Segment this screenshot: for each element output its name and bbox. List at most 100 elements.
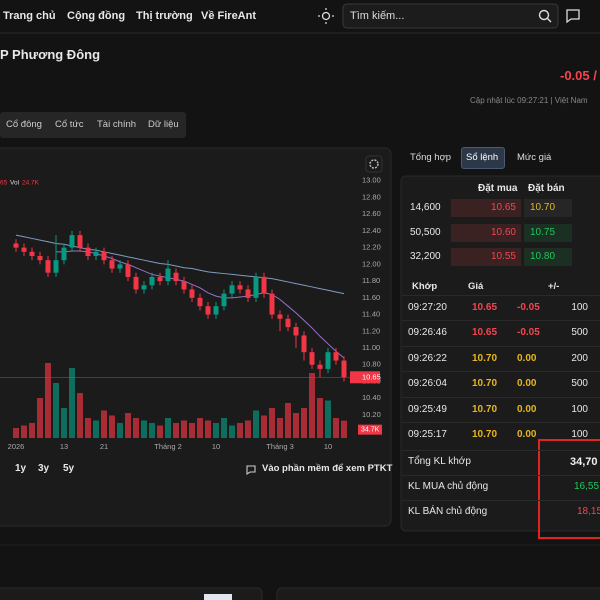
volume-bar <box>317 398 323 438</box>
book-header: Đặt bán <box>528 183 565 194</box>
message-icon[interactable] <box>566 9 580 24</box>
trade-price: 10.70 <box>472 378 498 390</box>
trade-volume: 200 <box>571 352 588 364</box>
bid-price: 10.60 <box>490 226 516 238</box>
row-separator <box>402 396 600 398</box>
volume-bar <box>189 423 195 438</box>
candle-body <box>269 293 275 315</box>
bottom-button <box>204 594 232 600</box>
candle-body <box>245 289 251 298</box>
candle-body <box>21 247 27 252</box>
candle-body <box>213 306 219 315</box>
volume-bar <box>165 418 171 438</box>
stock-title: P Phương Đông <box>0 47 101 62</box>
candle-body <box>69 235 75 248</box>
tab[interactable]: Dữ liệu <box>148 119 179 130</box>
nav-item[interactable]: Về FireAnt <box>201 10 257 22</box>
volume-bar <box>141 420 147 438</box>
ptkt-link[interactable]: Vào phần mềm để xem PTKT <box>262 463 393 474</box>
candle-body <box>205 306 211 315</box>
volume-bar <box>333 418 339 438</box>
y-tick-label: 12.60 <box>362 209 381 218</box>
search-box[interactable] <box>342 3 559 29</box>
volume-bar <box>285 403 291 438</box>
range-button[interactable]: 1y <box>15 463 27 474</box>
candle-body <box>165 268 171 282</box>
y-tick-label: 11.20 <box>362 326 380 335</box>
nav-item[interactable]: Thị trường <box>136 10 193 22</box>
trade-volume: 500 <box>571 327 588 339</box>
trade-volume: 100 <box>571 302 588 313</box>
bid-price: 10.65 <box>490 202 516 213</box>
candle-body <box>277 314 283 319</box>
candle-body <box>325 352 331 369</box>
candle-body <box>301 335 307 353</box>
order-panel <box>400 175 600 532</box>
volume-bar <box>101 410 107 438</box>
volume-bar <box>13 428 19 438</box>
candle-body <box>45 260 51 273</box>
trade-price: 10.70 <box>472 429 498 440</box>
candle-body <box>109 260 115 269</box>
trade-price: 10.65 <box>472 302 498 313</box>
bottom-panel-right <box>276 587 600 600</box>
order-tab[interactable]: Sổ lệnh <box>466 152 499 163</box>
bid-price: 10.55 <box>490 251 516 262</box>
candle-body <box>285 318 291 328</box>
range-button[interactable]: 5y <box>63 463 75 474</box>
row-separator <box>402 422 600 423</box>
candle-body <box>101 251 107 261</box>
nav-item[interactable]: Trang chủ <box>3 10 56 22</box>
summary-value: 18,15 <box>577 506 600 517</box>
volume-tag: 34.7K <box>361 426 380 433</box>
y-tick-label: 10.40 <box>362 393 381 402</box>
volume-bar <box>221 418 227 438</box>
volume-bar <box>109 415 115 438</box>
y-tick-label: 12.40 <box>362 226 381 235</box>
candle-body <box>341 360 347 378</box>
candle-body <box>77 235 83 248</box>
settings-button[interactable] <box>365 155 383 173</box>
candle-body <box>13 243 19 248</box>
settings-icon[interactable] <box>369 159 379 169</box>
tab[interactable]: Cổ tức <box>55 119 84 130</box>
candle-body <box>237 285 243 290</box>
nav-item[interactable]: Cộng đồng <box>67 10 126 22</box>
volume-bar <box>157 425 163 438</box>
volume-bar <box>205 420 211 438</box>
volume-bar <box>77 393 83 438</box>
trade-volume: 100 <box>571 403 588 415</box>
candle-body <box>141 285 147 290</box>
book-volume: 14,600 <box>410 202 441 213</box>
trade-price: 10.70 <box>472 403 498 415</box>
y-tick-label: 10.80 <box>362 360 381 369</box>
search-icon[interactable] <box>538 9 550 21</box>
trade-change: 0.00 <box>517 403 537 415</box>
candle-body <box>333 352 339 361</box>
volume-bar <box>253 410 259 438</box>
volume-bar <box>149 423 155 438</box>
trade-price: 10.65 <box>472 327 498 339</box>
order-tab[interactable]: Mức giá <box>517 152 552 163</box>
row-separator <box>402 345 600 347</box>
tab[interactable]: Tài chính <box>97 119 137 130</box>
y-tick-label: 13.00 <box>362 176 381 185</box>
range-button[interactable]: 3y <box>38 463 50 474</box>
x-tick-label: 10 <box>324 442 332 451</box>
active-tab-bg[interactable] <box>461 147 505 169</box>
x-tick-label: Tháng 3 <box>266 442 294 451</box>
candle-body <box>189 289 195 298</box>
candle-body <box>61 247 67 261</box>
trade-change: -0.05 <box>517 302 540 313</box>
x-tick-label: 10 <box>212 442 220 451</box>
summary-value: 34,70 <box>570 456 598 468</box>
order-tab[interactable]: Tổng hợp <box>410 152 452 163</box>
tab[interactable]: Cổ đông <box>6 119 42 130</box>
trade-change: 0.00 <box>517 352 537 364</box>
candle-body <box>261 276 267 294</box>
theme-icon[interactable] <box>321 11 331 21</box>
volume-bar <box>173 423 179 438</box>
candle-body <box>85 247 91 256</box>
summary-value: 16,55 <box>574 481 600 492</box>
row-separator <box>402 475 600 476</box>
